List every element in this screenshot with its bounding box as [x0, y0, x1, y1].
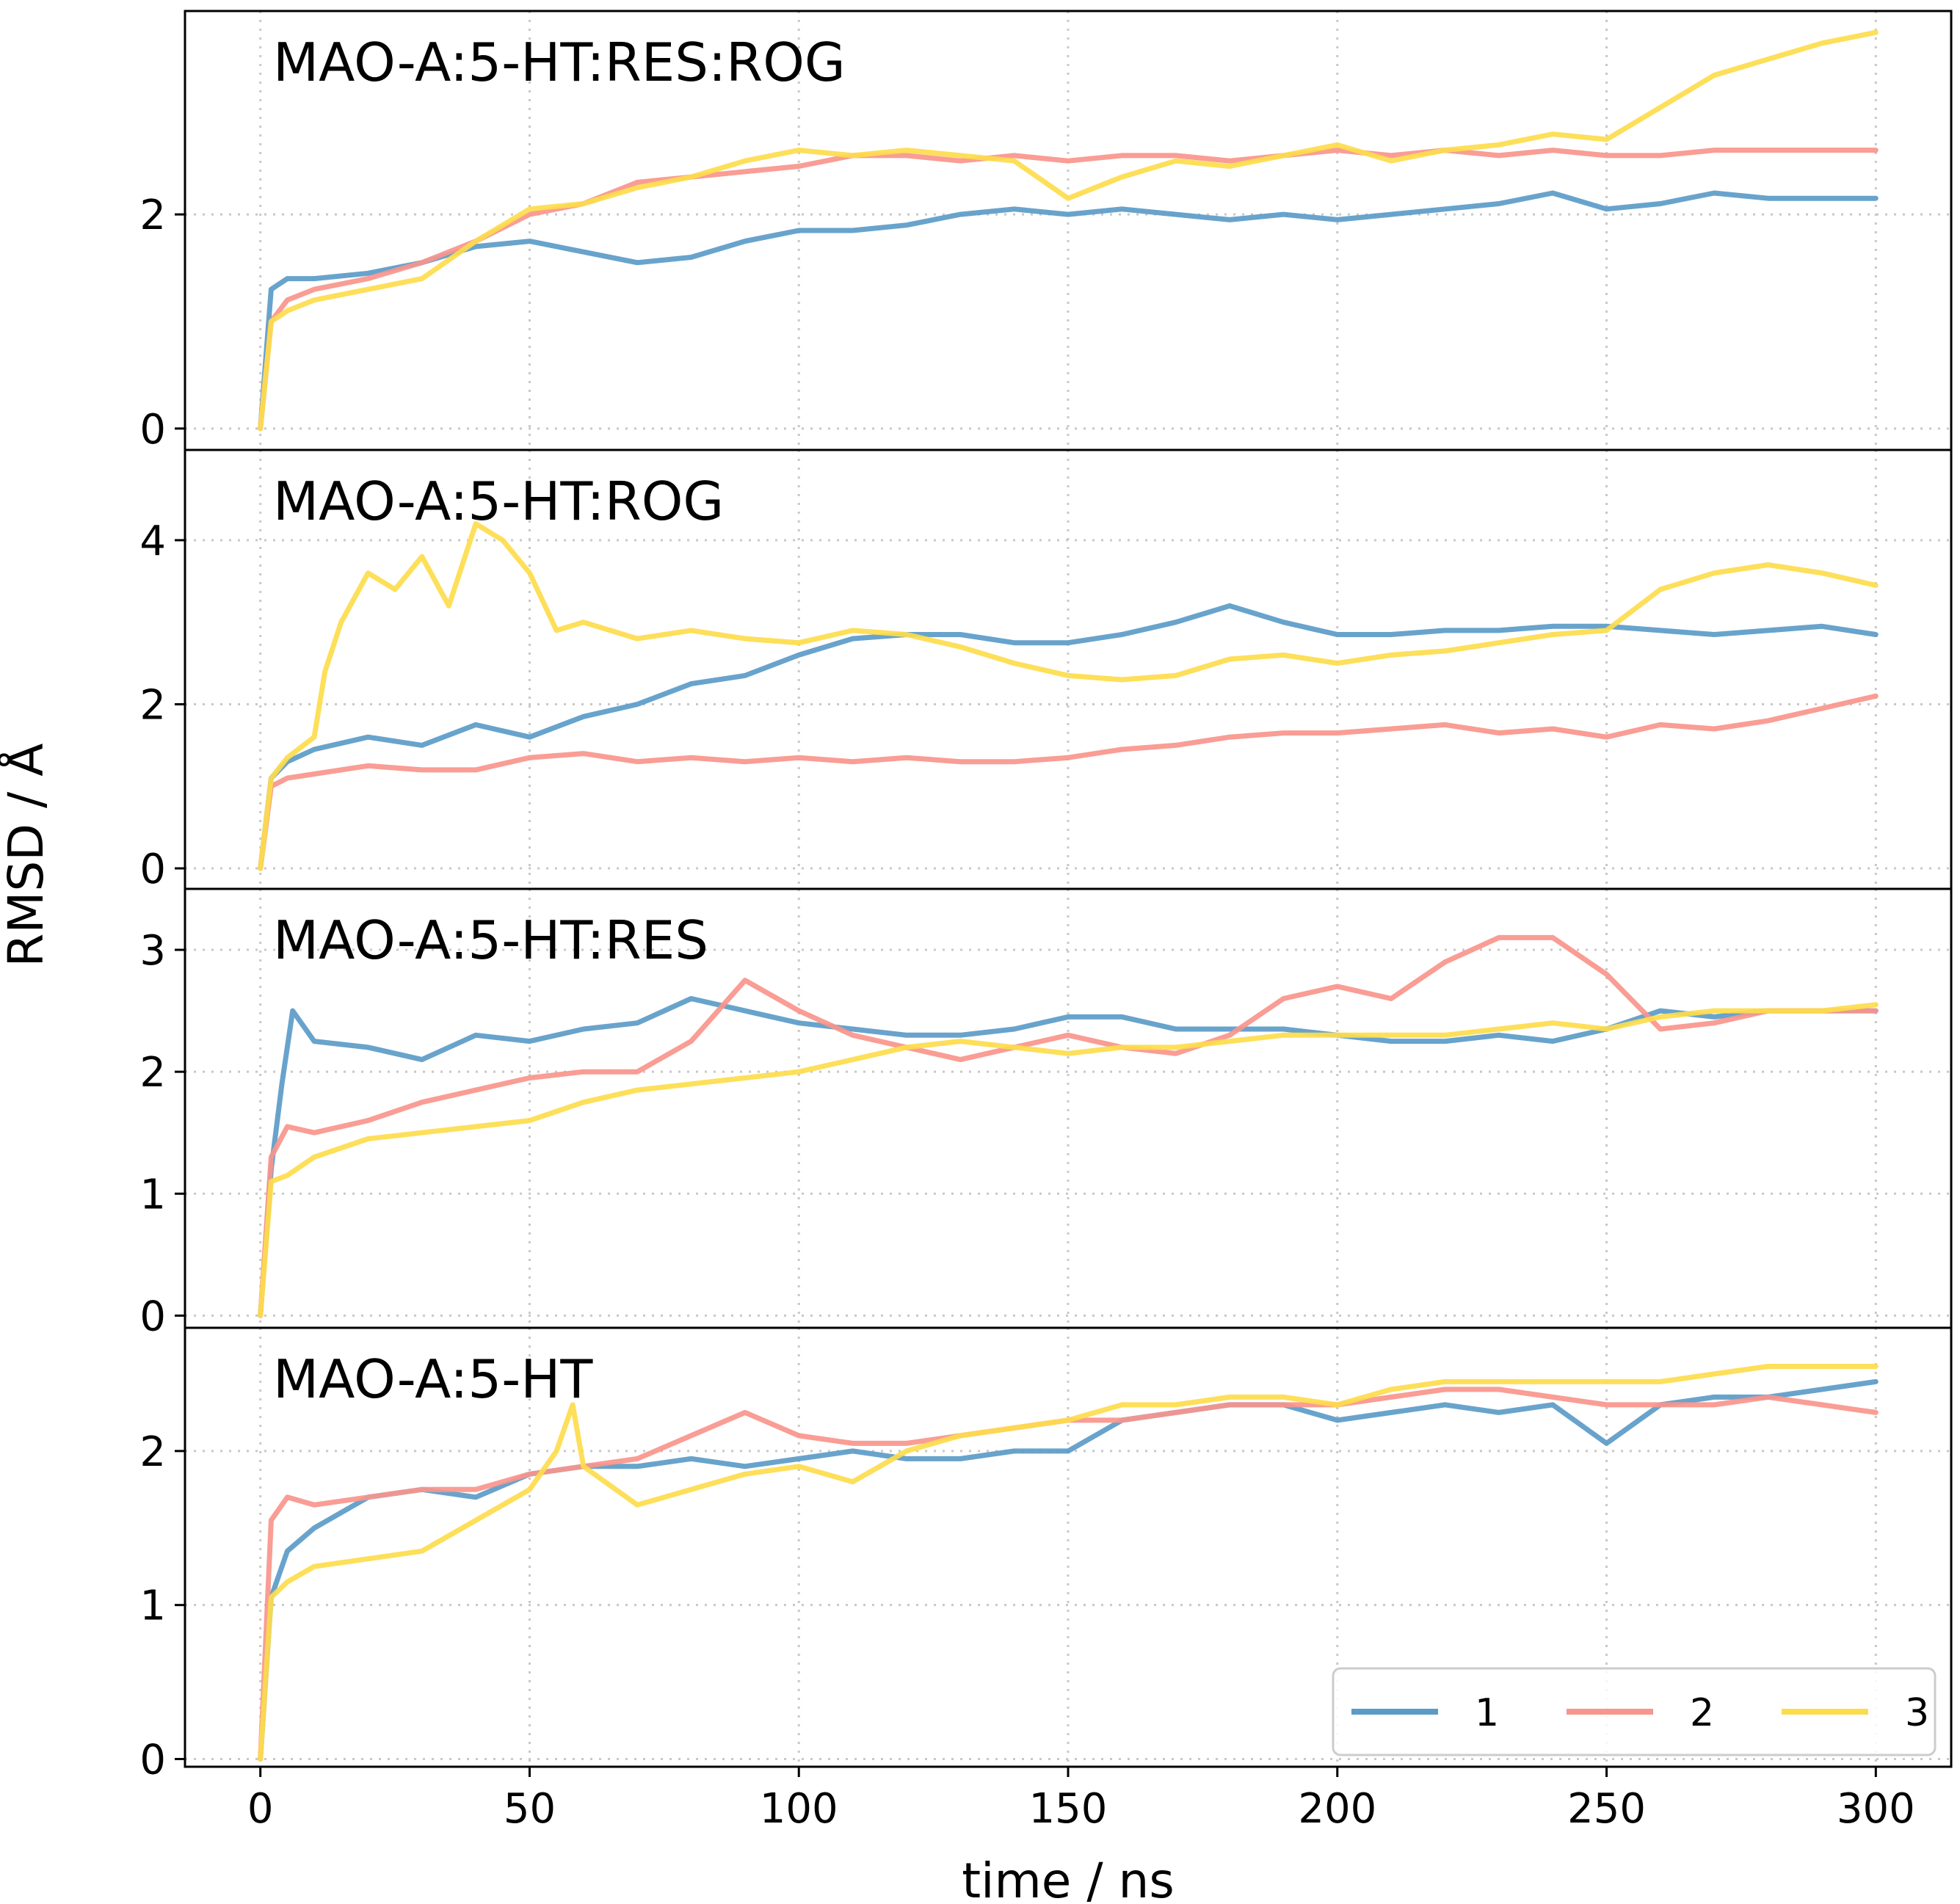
y-tick-label: 2: [139, 682, 166, 730]
series-line-3: [258, 29, 1879, 432]
legend-label-1: 1: [1475, 1691, 1499, 1735]
y-tick-label: 0: [139, 1293, 166, 1340]
y-axis-label: RMSD / Å: [0, 744, 54, 967]
x-axis-label: time / ns: [962, 1853, 1175, 1904]
x-axis: 0 50 100 150 200 250 300: [247, 1767, 1915, 1833]
panel-3: 0 1 2 3 MAO-A:5-HT:RES: [139, 887, 1953, 1340]
panel-title: MAO-A:5-HT:RES: [273, 909, 708, 971]
series-line-2: [258, 148, 1879, 432]
y-tick-label: 2: [139, 192, 166, 239]
x-tick-label: 50: [504, 1785, 556, 1833]
series-line-3: [258, 521, 1879, 871]
series-group: [258, 29, 1879, 432]
series-line-1: [258, 996, 1879, 1318]
series-group: [258, 1364, 1879, 1762]
series-group: [258, 521, 1879, 871]
y-tick-label: 0: [139, 406, 166, 454]
x-tick-label: 100: [760, 1785, 838, 1833]
panel-title: MAO-A:5-HT:ROG: [273, 470, 724, 532]
y-tick-label: 2: [139, 1428, 166, 1476]
series-line-3: [258, 1002, 1879, 1318]
x-tick-label: 200: [1298, 1785, 1376, 1833]
panel-4: 0 1 2 MAO-A:5-HT: [139, 1326, 1953, 1784]
series-line-1: [258, 603, 1879, 871]
x-tick-label: 150: [1029, 1785, 1108, 1833]
x-tick-label: 250: [1567, 1785, 1646, 1833]
y-tick-label: 4: [139, 517, 166, 565]
legend: 1 2 3: [1332, 1667, 1937, 1756]
series-line-2: [258, 693, 1879, 871]
x-tick-label: 300: [1837, 1785, 1915, 1833]
y-tick-label: 2: [139, 1049, 166, 1097]
panel-title: MAO-A:5-HT: [273, 1348, 593, 1410]
panel-title: MAO-A:5-HT:RES:ROG: [273, 32, 846, 93]
series-line-3: [258, 1364, 1879, 1762]
y-tick-label: 1: [139, 1583, 166, 1630]
y-tick-label: 3: [139, 927, 166, 975]
legend-label-3: 3: [1905, 1691, 1929, 1735]
legend-label-2: 2: [1690, 1691, 1714, 1735]
x-tick-label: 0: [247, 1785, 274, 1833]
y-tick-label: 0: [139, 846, 166, 893]
panels-group: 0 2 MAO-A:5-HT:RES:ROG 0 2 4 MAO-A:5-HT:ROG 0 1 2…: [139, 10, 1953, 1784]
y-tick-label: 0: [139, 1737, 166, 1784]
y-tick-label: 1: [139, 1171, 166, 1218]
series-group: [258, 934, 1879, 1318]
